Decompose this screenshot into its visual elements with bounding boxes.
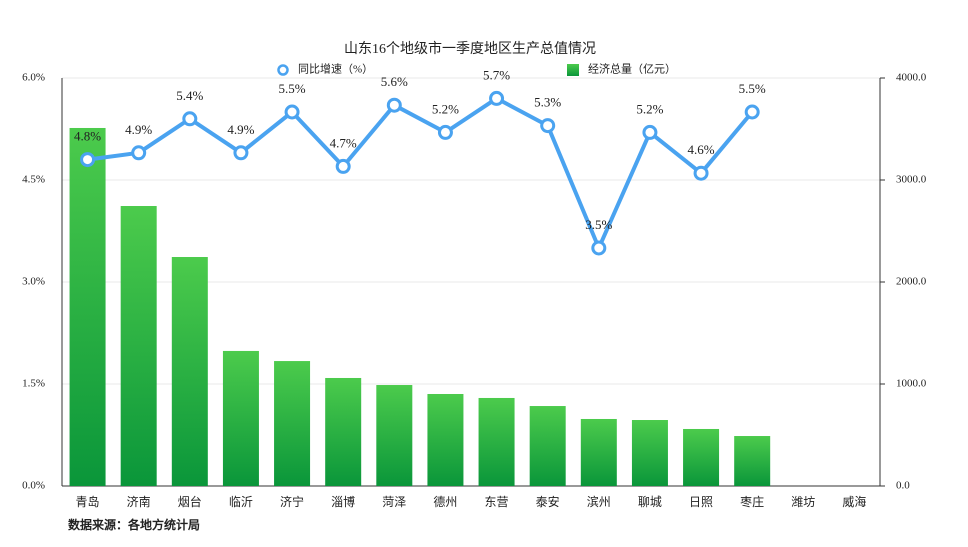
x-tick-label: 枣庄 — [740, 494, 764, 509]
y2-tick-label: 4000.0 — [896, 72, 927, 84]
x-tick-label: 青岛 — [76, 494, 100, 509]
bar — [631, 420, 668, 486]
y-tick-label: 0.0% — [22, 480, 45, 492]
line-marker — [642, 124, 658, 140]
line-marker — [182, 111, 198, 127]
x-tick-label: 临沂 — [229, 495, 253, 509]
x-tick-label: 滨州 — [587, 494, 611, 509]
bar — [171, 257, 208, 486]
chart-title: 山东16个地级市一季度地区生产总值情况 — [344, 40, 596, 57]
x-tick-label: 聊城 — [638, 495, 662, 509]
x-tick-label: 威海 — [842, 494, 866, 509]
x-tick-label: 菏泽 — [382, 495, 406, 509]
legend-marker — [277, 64, 289, 76]
x-tick-label: 淄博 — [331, 494, 355, 509]
line-marker — [131, 145, 147, 161]
bar — [222, 350, 259, 486]
bar — [427, 393, 464, 486]
y-tick-label: 4.5% — [22, 174, 45, 186]
line-marker — [437, 124, 453, 140]
y-tick-label: 6.0% — [22, 72, 45, 84]
x-tick-label: 济南 — [127, 494, 151, 509]
data-label: 5.2% — [636, 101, 663, 116]
data-label: 3.5% — [585, 217, 612, 232]
x-tick-label: 济宁 — [280, 494, 304, 509]
y-tick-label: 3.0% — [22, 276, 45, 288]
data-label: 4.9% — [125, 122, 152, 137]
line-marker — [80, 152, 96, 168]
bar — [325, 377, 362, 486]
bar — [529, 406, 566, 486]
line-marker — [489, 90, 505, 106]
data-label: 4.6% — [688, 142, 715, 157]
line-marker — [284, 104, 300, 120]
line-marker — [693, 165, 709, 181]
data-label: 4.7% — [330, 135, 357, 150]
y-tick-label: 1.5% — [22, 378, 45, 390]
line-marker — [233, 145, 249, 161]
x-tick-label: 烟台 — [178, 494, 202, 509]
data-label: 5.7% — [483, 67, 510, 82]
data-label: 5.3% — [534, 95, 561, 110]
bar — [120, 206, 157, 486]
legend-marker — [567, 64, 579, 76]
x-tick-label: 德州 — [433, 494, 457, 509]
x-tick-label: 潍坊 — [791, 494, 815, 509]
legend-label: 经济总量（亿元） — [588, 62, 676, 76]
legend-label: 同比增速（%） — [298, 62, 373, 76]
bar — [274, 361, 311, 486]
data-label: 4.9% — [227, 122, 254, 137]
line-marker — [744, 104, 760, 120]
x-tick-label: 泰安 — [536, 494, 560, 509]
y2-tick-label: 3000.0 — [896, 174, 927, 186]
data-label: 4.8% — [74, 129, 101, 144]
bar — [376, 385, 413, 486]
line — [87, 96, 754, 250]
y2-tick-label: 2000.0 — [896, 276, 927, 288]
y2-tick-label: 1000.0 — [896, 378, 927, 390]
bar — [734, 436, 771, 486]
data-label: 5.5% — [739, 81, 766, 96]
line-marker — [591, 240, 607, 256]
bar — [69, 127, 106, 486]
x-tick-label: 东营 — [485, 495, 509, 509]
source: 数据来源：各地方统计局 — [68, 517, 200, 532]
line-marker — [335, 158, 351, 174]
data-label: 5.4% — [176, 88, 203, 103]
data-label: 5.2% — [432, 101, 459, 116]
bar — [478, 397, 515, 486]
x-tick-label: 日照 — [689, 495, 713, 509]
line-marker — [540, 118, 556, 134]
data-label: 5.6% — [381, 74, 408, 89]
bar — [580, 418, 617, 486]
bar — [683, 428, 720, 486]
y2-tick-label: 0.0 — [896, 480, 910, 492]
data-label: 5.5% — [279, 81, 306, 96]
line-marker — [386, 97, 402, 113]
